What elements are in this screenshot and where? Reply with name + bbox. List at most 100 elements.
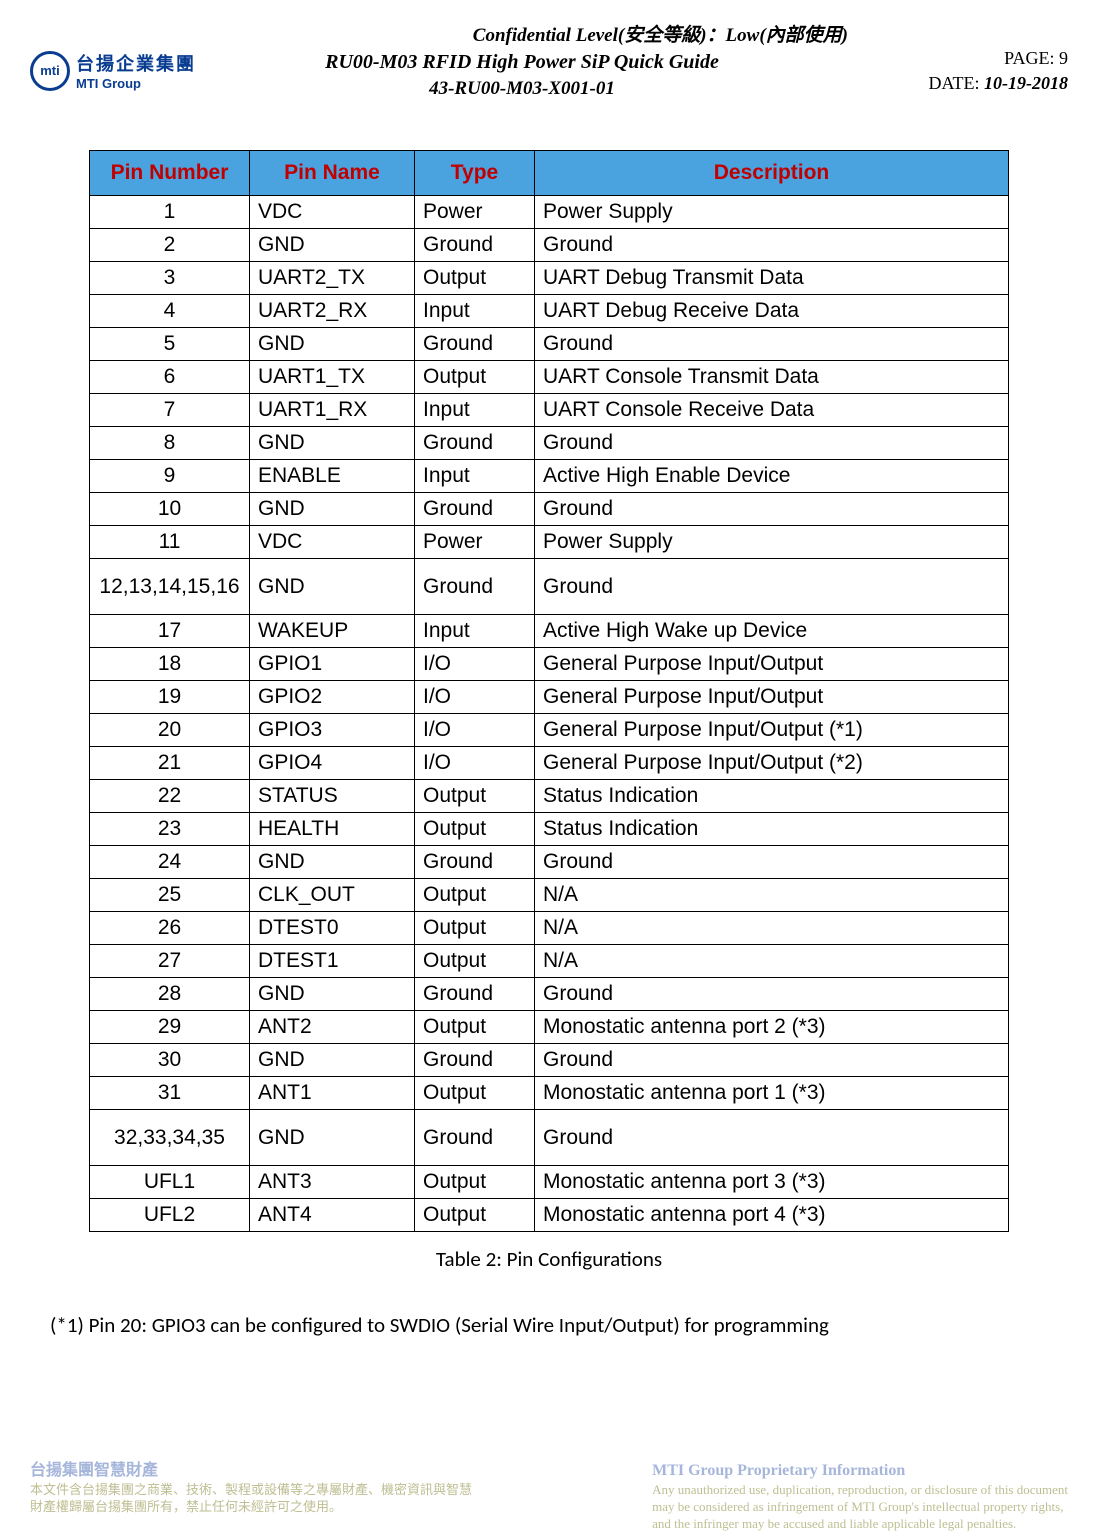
date-line: DATE: 10-19-2018 [848,73,1068,94]
cell-type: Output [415,813,535,846]
cell-pin-number: 23 [90,813,250,846]
pin-config-table: Pin Number Pin Name Type Description 1VD… [89,150,1009,1232]
cell-description: N/A [535,879,1009,912]
cell-pin-name: GND [250,559,415,615]
date-value: 10-19-2018 [984,73,1068,93]
cell-description: General Purpose Input/Output [535,648,1009,681]
table-row: 30GNDGroundGround [90,1044,1009,1077]
logo-mark: mti [40,63,60,78]
cell-type: Ground [415,229,535,262]
footer-right-title: MTI Group Proprietary Information [652,1461,1068,1482]
table-header-row: Pin Number Pin Name Type Description [90,151,1009,196]
date-label: DATE: [929,73,985,93]
table-row: 6UART1_TXOutputUART Console Transmit Dat… [90,361,1009,394]
table-row: 4UART2_RXInputUART Debug Receive Data [90,295,1009,328]
cell-description: Status Indication [535,780,1009,813]
table-row: 21GPIO4I/OGeneral Purpose Input/Output (… [90,747,1009,780]
cell-type: Output [415,945,535,978]
cell-pin-number: 3 [90,262,250,295]
table-row: 29ANT2OutputMonostatic antenna port 2 (*… [90,1011,1009,1044]
cell-type: Ground [415,559,535,615]
cell-pin-number: 17 [90,615,250,648]
footer-left-line1: 本文件含台揚集團之商業、技術、製程或設備等之專屬財產、機密資訊與智慧 [30,1482,472,1499]
page-number: PAGE: 9 [848,48,1068,69]
cell-pin-number: 21 [90,747,250,780]
cell-description: N/A [535,945,1009,978]
table-row: 9ENABLEInputActive High Enable Device [90,460,1009,493]
cell-description: Power Supply [535,526,1009,559]
cell-type: I/O [415,648,535,681]
cell-pin-number: 28 [90,978,250,1011]
cell-description: Ground [535,493,1009,526]
logo-text: 台揚企業集團 MTI Group [76,50,196,91]
table-row: 23HEALTHOutputStatus Indication [90,813,1009,846]
cell-description: Active High Enable Device [535,460,1009,493]
cell-pin-name: ENABLE [250,460,415,493]
cell-type: Ground [415,328,535,361]
cell-pin-name: ANT2 [250,1011,415,1044]
table-row: 22STATUSOutputStatus Indication [90,780,1009,813]
cell-pin-number: 9 [90,460,250,493]
cell-description: UART Debug Transmit Data [535,262,1009,295]
footer-left-title: 台揚集團智慧財產 [30,1461,472,1482]
cell-pin-name: GPIO3 [250,714,415,747]
cell-pin-number: 30 [90,1044,250,1077]
cell-description: UART Console Receive Data [535,394,1009,427]
cell-pin-number: 1 [90,196,250,229]
cell-description: General Purpose Input/Output (*1) [535,714,1009,747]
cell-description: Monostatic antenna port 3 (*3) [535,1166,1009,1199]
cell-description: Ground [535,978,1009,1011]
table-row: 24GNDGroundGround [90,846,1009,879]
footer-right: MTI Group Proprietary Information Any un… [652,1461,1068,1531]
cell-pin-name: GPIO4 [250,747,415,780]
table-row: 28GNDGroundGround [90,978,1009,1011]
cell-type: Output [415,879,535,912]
cell-type: Output [415,1077,535,1110]
cell-pin-name: GND [250,1044,415,1077]
th-type: Type [415,151,535,196]
table-row: 11VDCPowerPower Supply [90,526,1009,559]
cell-type: Output [415,1011,535,1044]
header-center: Confidential Level(安全等級)：Low(內部使用) RU00-… [196,20,848,100]
cell-type: Ground [415,978,535,1011]
cell-type: Input [415,460,535,493]
cell-description: Ground [535,328,1009,361]
cell-description: Status Indication [535,813,1009,846]
cell-pin-name: DTEST0 [250,912,415,945]
confidential-line: Confidential Level(安全等級)：Low(內部使用) [196,20,848,47]
th-pin-name: Pin Name [250,151,415,196]
cell-type: Input [415,615,535,648]
cell-pin-name: UART1_RX [250,394,415,427]
table-row: 10GNDGroundGround [90,493,1009,526]
cell-pin-number: 8 [90,427,250,460]
table-row: 7UART1_RXInputUART Console Receive Data [90,394,1009,427]
footer-left-line2: 財產權歸屬台揚集團所有，禁止任何未經許可之使用。 [30,1499,472,1516]
cell-pin-number: 2 [90,229,250,262]
note-1: (*1) Pin 20: GPIO3 can be configured to … [50,1312,1068,1338]
table-row: 19GPIO2I/OGeneral Purpose Input/Output [90,681,1009,714]
cell-pin-name: GND [250,229,415,262]
cell-type: Ground [415,846,535,879]
cell-pin-name: DTEST1 [250,945,415,978]
cell-pin-number: 19 [90,681,250,714]
cell-description: General Purpose Input/Output [535,681,1009,714]
cell-pin-number: 6 [90,361,250,394]
table-row: 18GPIO1I/OGeneral Purpose Input/Output [90,648,1009,681]
cell-pin-number: 20 [90,714,250,747]
cell-pin-name: WAKEUP [250,615,415,648]
table-row: 17WAKEUPInputActive High Wake up Device [90,615,1009,648]
cell-pin-name: UART2_TX [250,262,415,295]
cell-pin-name: GPIO2 [250,681,415,714]
page-footer: 台揚集團智慧財產 本文件含台揚集團之商業、技術、製程或設備等之專屬財產、機密資訊… [0,1461,1098,1531]
cell-pin-number: UFL1 [90,1166,250,1199]
table-row: 20GPIO3I/OGeneral Purpose Input/Output (… [90,714,1009,747]
cell-description: General Purpose Input/Output (*2) [535,747,1009,780]
cell-description: UART Debug Receive Data [535,295,1009,328]
footer-right-line1: Any unauthorized use, duplication, repro… [652,1482,1068,1499]
logo-block: mti 台揚企業集團 MTI Group [30,50,196,91]
table-caption: Table 2: Pin Configurations [30,1246,1068,1272]
cell-pin-number: UFL2 [90,1199,250,1232]
cell-pin-number: 31 [90,1077,250,1110]
mti-logo-icon: mti [30,51,70,91]
cell-pin-name: STATUS [250,780,415,813]
